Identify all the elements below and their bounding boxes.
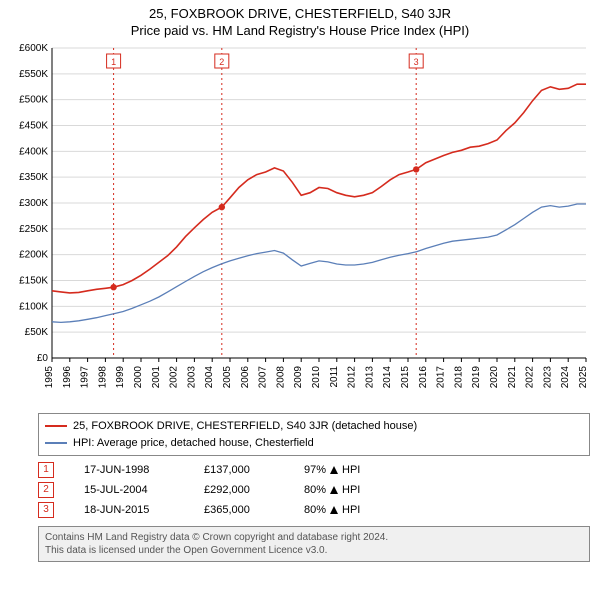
footer-line2: This data is licensed under the Open Gov… — [45, 544, 583, 557]
svg-text:1995: 1995 — [44, 366, 55, 389]
sale-row-3: 3 18-JUN-2015 £365,000 80%HPI — [38, 500, 590, 520]
chart-container: 25, FOXBROOK DRIVE, CHESTERFIELD, S40 3J… — [0, 0, 600, 570]
legend-swatch — [45, 442, 67, 444]
sale-date: 18-JUN-2015 — [84, 504, 174, 516]
svg-text:2015: 2015 — [400, 366, 411, 389]
svg-text:£300K: £300K — [19, 198, 48, 209]
sale-date: 17-JUN-1998 — [84, 464, 174, 476]
sale-marker-badge: 2 — [38, 482, 54, 498]
sale-price: £365,000 — [204, 504, 274, 516]
svg-text:2024: 2024 — [560, 366, 571, 389]
sale-price: £137,000 — [204, 464, 274, 476]
sale-pct: 80%HPI — [304, 504, 360, 516]
footer-attribution: Contains HM Land Registry data © Crown c… — [38, 526, 590, 562]
svg-text:2014: 2014 — [382, 366, 393, 389]
svg-text:£350K: £350K — [19, 172, 48, 183]
sale-price: £292,000 — [204, 484, 274, 496]
svg-text:2010: 2010 — [311, 366, 322, 389]
svg-text:£100K: £100K — [19, 301, 48, 312]
footer-line1: Contains HM Land Registry data © Crown c… — [45, 531, 583, 544]
sale-dot-3 — [413, 166, 419, 172]
svg-text:2009: 2009 — [293, 366, 304, 389]
svg-text:2: 2 — [219, 57, 224, 67]
svg-text:2002: 2002 — [169, 366, 180, 389]
svg-text:2005: 2005 — [222, 366, 233, 389]
sale-dot-2 — [219, 204, 225, 210]
legend: 25, FOXBROOK DRIVE, CHESTERFIELD, S40 3J… — [38, 413, 590, 456]
sale-pct: 97%HPI — [304, 464, 360, 476]
svg-text:£500K: £500K — [19, 95, 48, 106]
svg-text:2019: 2019 — [471, 366, 482, 389]
sale-row-1: 1 17-JUN-1998 £137,000 97%HPI — [38, 460, 590, 480]
legend-label: 25, FOXBROOK DRIVE, CHESTERFIELD, S40 3J… — [73, 418, 417, 435]
svg-text:2006: 2006 — [240, 366, 251, 389]
sale-dot-1 — [110, 284, 116, 290]
svg-text:2021: 2021 — [507, 366, 518, 389]
svg-text:2023: 2023 — [542, 366, 553, 389]
svg-text:2003: 2003 — [186, 366, 197, 389]
svg-text:2008: 2008 — [275, 366, 286, 389]
chart-plot: £0 £50K £100K £150K £200K £250K £300K £350K £400… — [8, 42, 592, 407]
svg-text:1999: 1999 — [115, 366, 126, 389]
arrow-up-icon — [330, 486, 338, 494]
svg-text:£0: £0 — [37, 353, 49, 364]
chart-title-line2: Price paid vs. HM Land Registry's House … — [8, 23, 592, 38]
svg-text:2017: 2017 — [436, 366, 447, 389]
arrow-up-icon — [330, 506, 338, 514]
svg-text:1996: 1996 — [62, 366, 73, 389]
sale-marker-badge: 3 — [38, 502, 54, 518]
sales-table: 1 17-JUN-1998 £137,000 97%HPI 2 15-JUL-2004 £2… — [38, 460, 590, 520]
svg-text:£450K: £450K — [19, 121, 48, 132]
svg-text:2022: 2022 — [525, 366, 536, 389]
legend-row-0: 25, FOXBROOK DRIVE, CHESTERFIELD, S40 3J… — [45, 418, 583, 435]
sale-marker-badge: 1 — [38, 462, 54, 478]
arrow-up-icon — [330, 466, 338, 474]
svg-text:2025: 2025 — [578, 366, 589, 389]
svg-text:2016: 2016 — [418, 366, 429, 389]
svg-text:1998: 1998 — [97, 366, 108, 389]
chart-title-line1: 25, FOXBROOK DRIVE, CHESTERFIELD, S40 3J… — [8, 6, 592, 21]
svg-text:£550K: £550K — [19, 69, 48, 80]
legend-label: HPI: Average price, detached house, Ches… — [73, 435, 314, 452]
svg-text:2013: 2013 — [364, 366, 375, 389]
svg-text:£400K: £400K — [19, 146, 48, 157]
sale-date: 15-JUL-2004 — [84, 484, 174, 496]
svg-text:2012: 2012 — [347, 366, 358, 389]
svg-text:2011: 2011 — [329, 366, 340, 388]
svg-text:3: 3 — [414, 57, 419, 67]
svg-text:2004: 2004 — [204, 366, 215, 389]
legend-row-1: HPI: Average price, detached house, Ches… — [45, 435, 583, 452]
svg-text:1997: 1997 — [80, 366, 91, 389]
svg-text:£600K: £600K — [19, 43, 48, 54]
svg-text:2000: 2000 — [133, 366, 144, 389]
sale-pct: 80%HPI — [304, 484, 360, 496]
svg-text:2020: 2020 — [489, 366, 500, 389]
svg-text:£200K: £200K — [19, 250, 48, 261]
chart-svg: £0 £50K £100K £150K £200K £250K £300K £350K £400… — [8, 42, 592, 402]
svg-text:1: 1 — [111, 57, 116, 67]
svg-text:2007: 2007 — [258, 366, 269, 389]
svg-text:£250K: £250K — [19, 224, 48, 235]
sale-row-2: 2 15-JUL-2004 £292,000 80%HPI — [38, 480, 590, 500]
svg-text:£150K: £150K — [19, 276, 48, 287]
svg-text:£50K: £50K — [25, 327, 49, 338]
legend-swatch — [45, 425, 67, 427]
svg-text:2001: 2001 — [151, 366, 162, 389]
svg-text:2018: 2018 — [453, 366, 464, 389]
